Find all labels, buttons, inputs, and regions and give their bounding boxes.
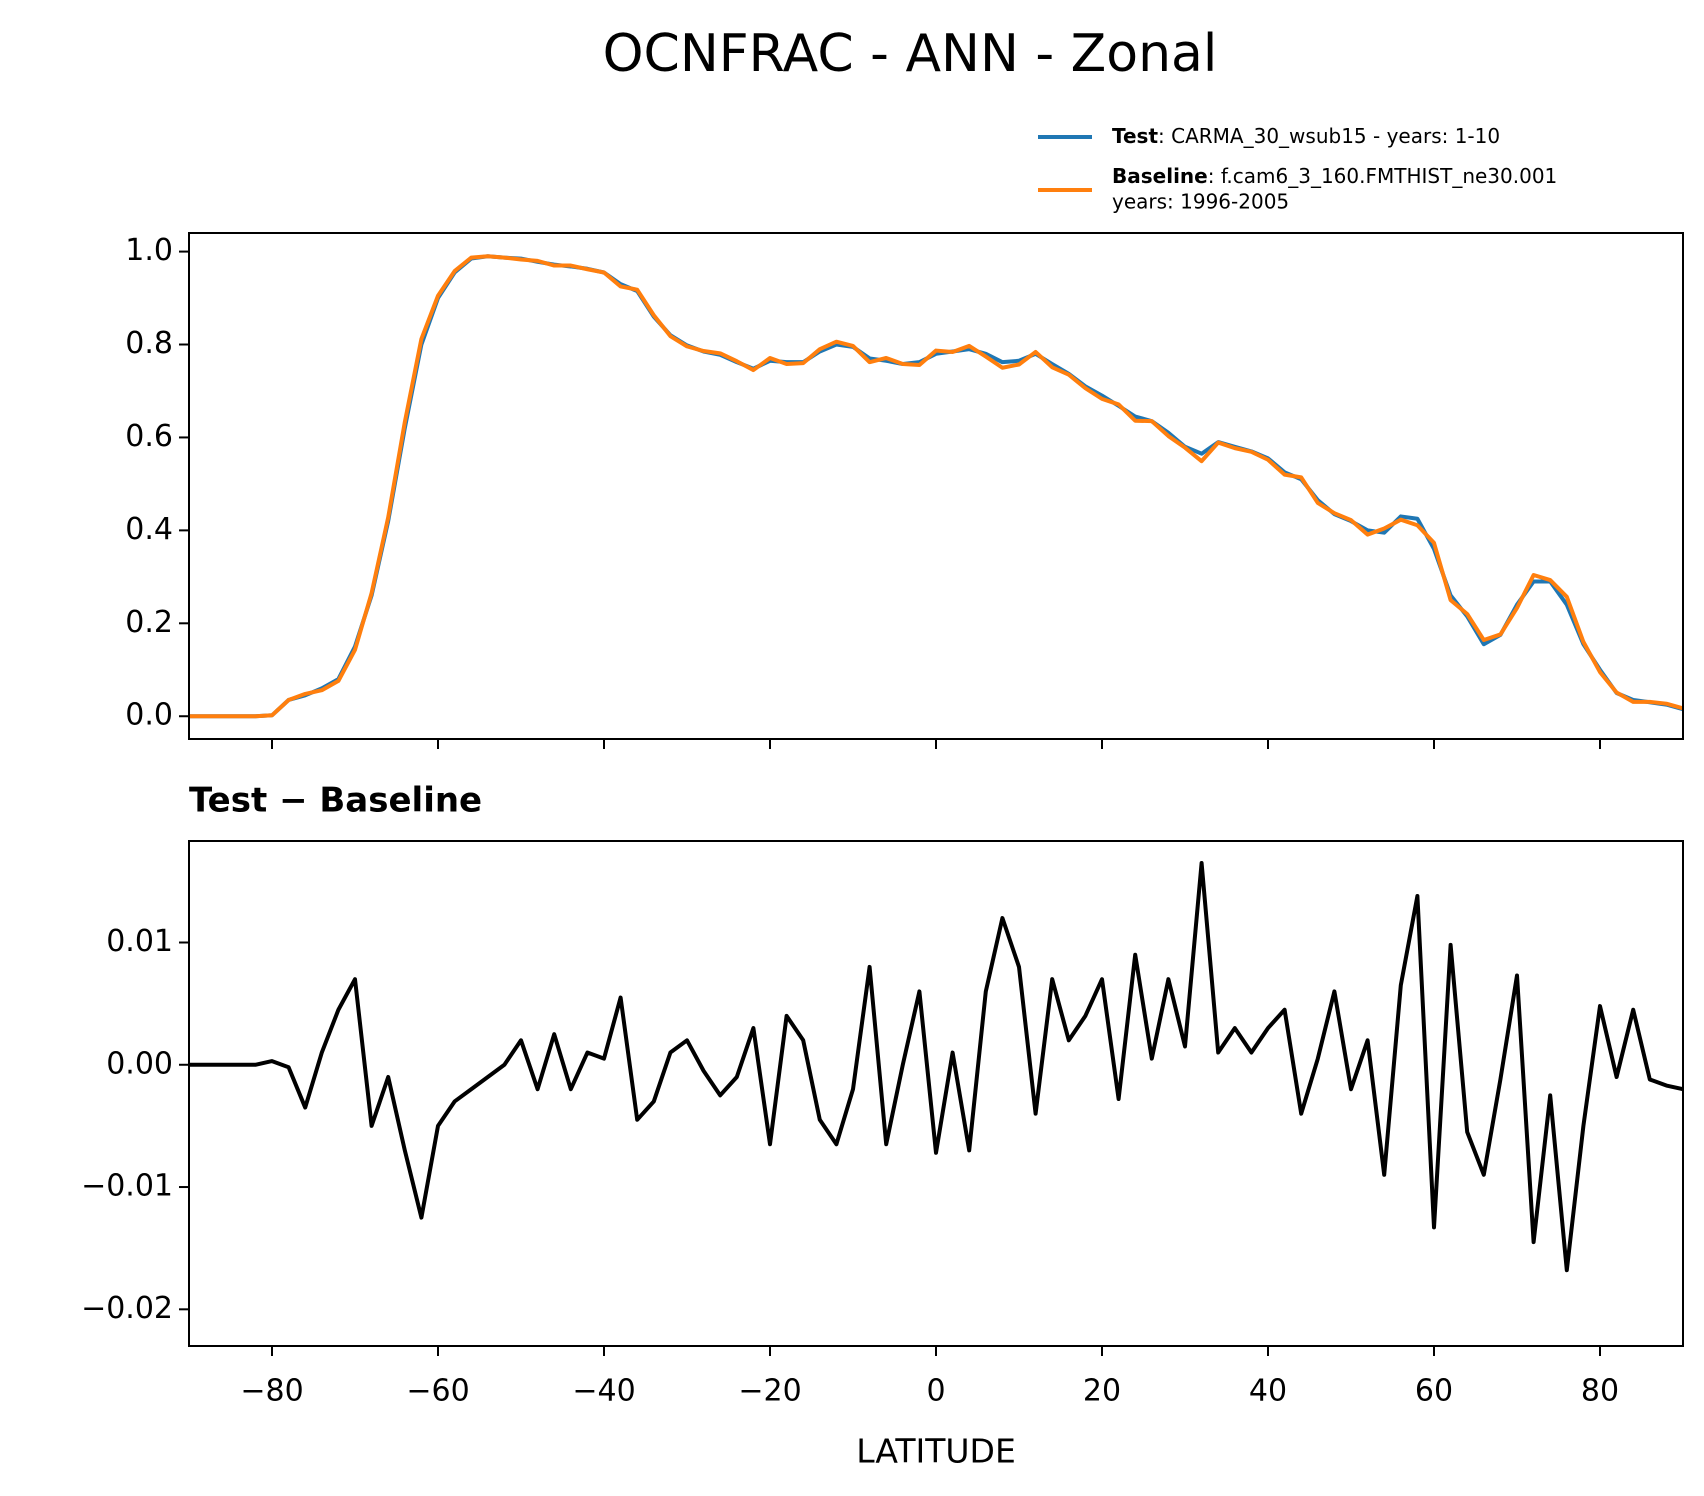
legend-description: : CARMA_30_wsub15 - years: 1-10 bbox=[1158, 124, 1500, 148]
figure-title: OCNFRAC - ANN - Zonal bbox=[603, 24, 1218, 84]
series-line bbox=[189, 254, 1683, 719]
legend-description: : f.cam6_3_160.FMTHIST_ne30.001 bbox=[1208, 164, 1558, 188]
y-tick-label: 0.00 bbox=[106, 1046, 173, 1081]
y-tick-label: 0.2 bbox=[125, 605, 173, 640]
y-tick-label: 0.8 bbox=[125, 326, 173, 361]
x-tick-label: 20 bbox=[1083, 1374, 1121, 1409]
legend-entry: Test: CARMA_30_wsub15 - years: 1-10 bbox=[1112, 124, 1500, 148]
y-tick-label: −0.02 bbox=[81, 1291, 173, 1326]
y-tick-label: −0.01 bbox=[81, 1169, 173, 1204]
y-tick-label: 0.01 bbox=[106, 924, 173, 959]
axes-title: Test − Baseline bbox=[189, 781, 482, 821]
y-tick-label: 0.4 bbox=[125, 512, 173, 547]
legend-entry: Baseline: f.cam6_3_160.FMTHIST_ne30.001 bbox=[1112, 164, 1557, 188]
x-tick-label: 60 bbox=[1415, 1374, 1453, 1409]
x-tick-label: 80 bbox=[1581, 1374, 1619, 1409]
x-tick-label: −60 bbox=[406, 1374, 469, 1409]
x-axis-label: LATITUDE bbox=[856, 1432, 1016, 1471]
y-tick-label: 0.0 bbox=[125, 698, 173, 733]
x-tick-label: −20 bbox=[738, 1374, 801, 1409]
x-tick-label: −80 bbox=[240, 1374, 303, 1409]
legend-name: Test bbox=[1112, 124, 1158, 148]
x-tick-label: 0 bbox=[926, 1374, 945, 1409]
x-tick-label: −40 bbox=[572, 1374, 635, 1409]
x-tick-label: 40 bbox=[1249, 1374, 1287, 1409]
series-line bbox=[189, 861, 1683, 1273]
y-tick-label: 0.6 bbox=[125, 419, 173, 454]
legend-name: Baseline bbox=[1112, 164, 1208, 188]
legend-description: years: 1996-2005 bbox=[1112, 190, 1289, 214]
y-tick-label: 1.0 bbox=[125, 233, 173, 268]
